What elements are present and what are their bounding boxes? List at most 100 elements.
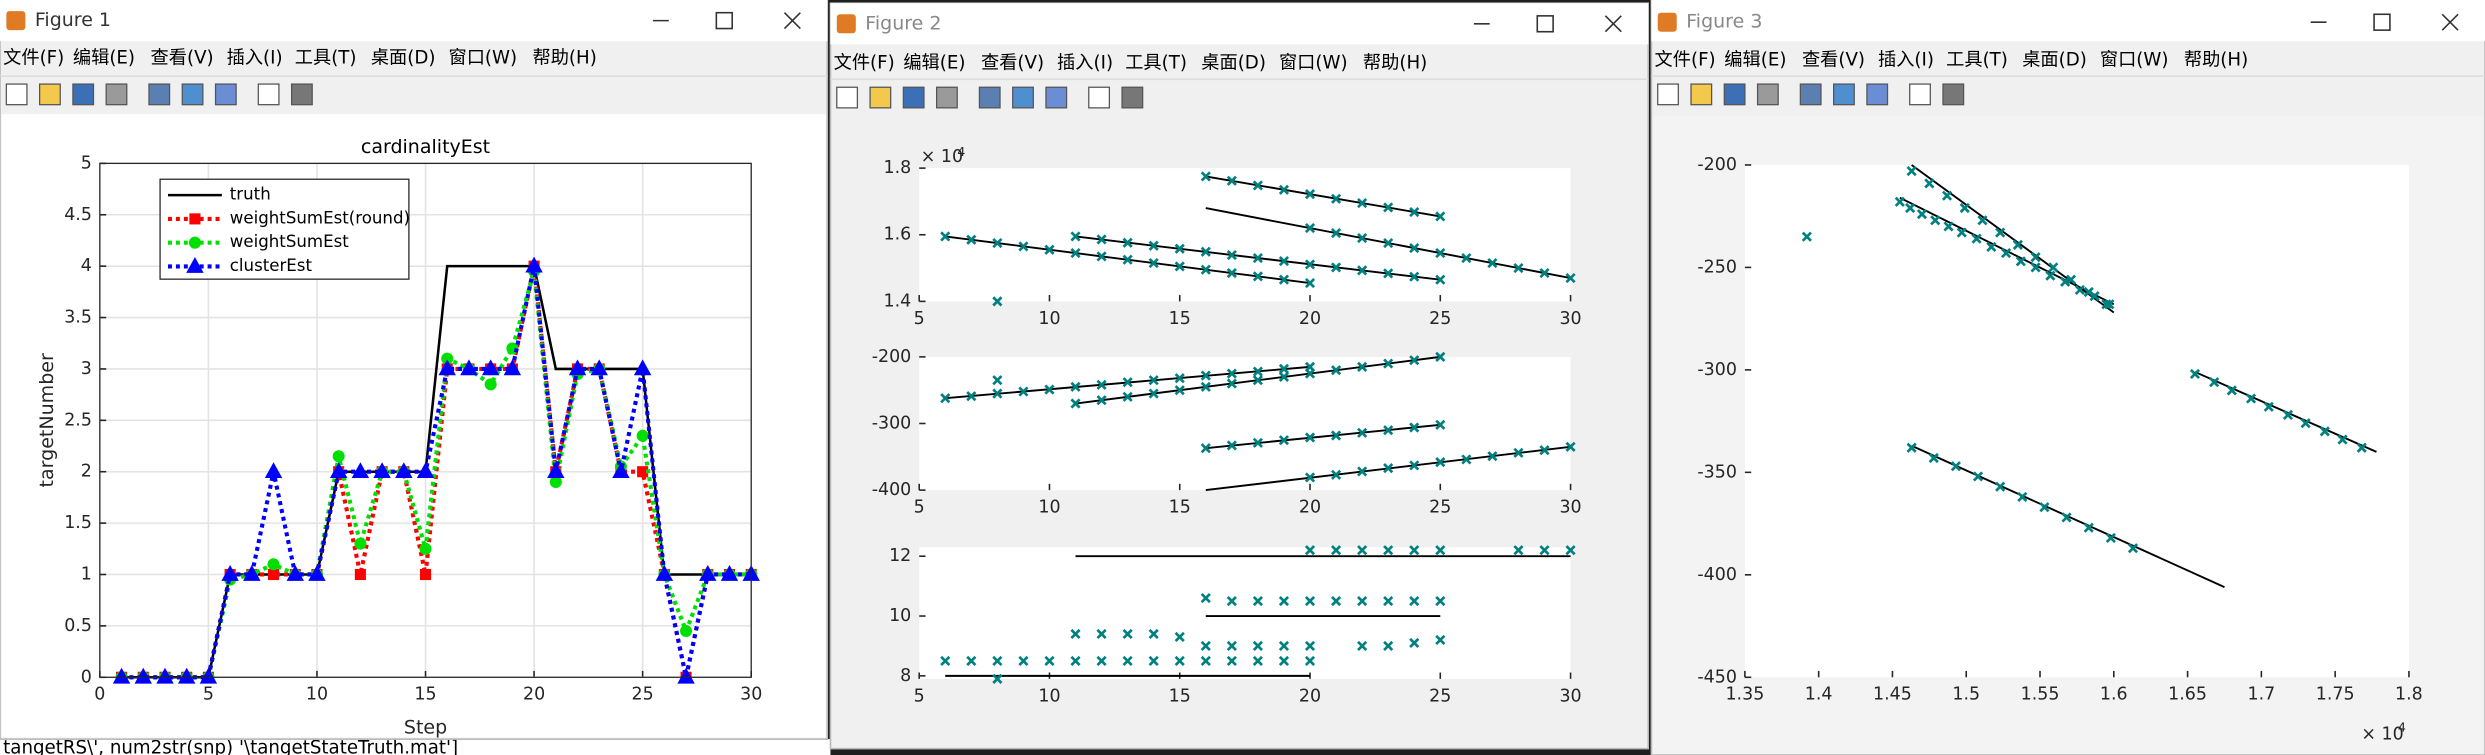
menu-item[interactable]: 窗口(W): [2100, 49, 2169, 70]
menu-item[interactable]: 编辑(E): [73, 48, 135, 69]
y-tick-label: 8: [900, 666, 911, 686]
menu-item[interactable]: 窗口(W): [1279, 52, 1348, 73]
x-tick-label: 30: [1559, 498, 1581, 518]
close-button[interactable]: [1604, 15, 1622, 33]
menu-item[interactable]: 插入(I): [1878, 49, 1934, 70]
scatter-point: [1409, 595, 1420, 607]
maximize-button[interactable]: [715, 11, 733, 30]
toolbar-button[interactable]: [1657, 83, 1679, 106]
x-tick-label: 20: [1299, 686, 1321, 706]
toolbar-button[interactable]: [72, 83, 95, 106]
menu-item[interactable]: 编辑(E): [903, 52, 965, 73]
maximize-button[interactable]: [2373, 13, 2391, 31]
toolbar-button[interactable]: [978, 86, 1001, 109]
toolbar-button[interactable]: [1012, 86, 1034, 109]
toolbar-button[interactable]: [1942, 83, 1965, 106]
y-tick-label: 10: [889, 606, 911, 626]
toolbar-button[interactable]: [181, 83, 204, 106]
scatter-point: [1357, 361, 1368, 372]
toolbar-button[interactable]: [935, 86, 958, 109]
scatter-point: [1044, 384, 1055, 395]
scatter-point: [1906, 166, 1917, 177]
toolbar-button[interactable]: [1756, 83, 1779, 106]
scatter-point: [1174, 243, 1185, 254]
menu-item[interactable]: 窗口(W): [449, 48, 518, 69]
menu-item[interactable]: 帮助(H): [1363, 52, 1427, 73]
menu-item[interactable]: 工具(T): [1125, 52, 1187, 73]
menu-item[interactable]: 查看(V): [151, 48, 214, 69]
toolbar-button[interactable]: [1833, 83, 1855, 106]
scatter-point: [2300, 418, 2311, 429]
toolbar-button[interactable]: [836, 86, 859, 109]
close-button[interactable]: [783, 12, 801, 30]
menu-item[interactable]: 帮助(H): [533, 48, 597, 69]
menu-item[interactable]: 桌面(D): [1201, 52, 1266, 73]
scatter-point: [1304, 655, 1316, 666]
scatter-point: [1409, 271, 1420, 282]
toolbar-button[interactable]: [105, 83, 128, 106]
menu-item[interactable]: 工具(T): [1946, 49, 2008, 70]
toolbar-button[interactable]: [1866, 83, 1889, 106]
scatter-point: [1252, 366, 1263, 377]
scatter-point: [1252, 595, 1263, 607]
x-multiplier-power: 4: [2398, 720, 2406, 735]
menu-item[interactable]: 文件(F): [834, 52, 895, 73]
toolbar-button[interactable]: [1088, 86, 1111, 109]
menu-item[interactable]: 插入(I): [227, 48, 283, 69]
toolbar-button[interactable]: [5, 83, 28, 106]
toolbar-button[interactable]: [1121, 86, 1144, 109]
toolbar-button[interactable]: [869, 86, 892, 109]
x-tick-label: 5: [203, 685, 214, 705]
toolbar-button[interactable]: [1045, 86, 1068, 109]
menu-item[interactable]: 桌面(D): [371, 48, 436, 69]
scatter-point: [1304, 277, 1316, 289]
scatter-point: [1357, 198, 1368, 209]
scatter-point: [1956, 227, 1967, 238]
data-marker: [568, 359, 587, 376]
axes: 5 10 15 20 25 30 1.4 1.6 1.8 × 104: [884, 144, 1582, 329]
scatter-point: [1070, 381, 1081, 392]
toolbar-button[interactable]: [1690, 83, 1713, 106]
scatter-point: [1565, 441, 1576, 452]
menu-item[interactable]: 插入(I): [1057, 52, 1113, 73]
menu-item[interactable]: 帮助(H): [2184, 49, 2248, 70]
toolbar-button[interactable]: [1723, 83, 1746, 106]
toolbar-button[interactable]: [148, 83, 171, 106]
x-tick-label: 1.6: [2100, 685, 2128, 705]
x-tick-label: 1.8: [2395, 685, 2423, 705]
scatter-point: [1539, 267, 1550, 279]
menu-item[interactable]: 查看(V): [981, 52, 1044, 73]
maximize-button[interactable]: [1536, 15, 1554, 33]
toolbar-button[interactable]: [214, 83, 237, 106]
scatter-point: [1122, 391, 1133, 402]
menu-item[interactable]: 文件(F): [1655, 49, 1716, 70]
data-marker: [112, 667, 131, 684]
toolbar-button[interactable]: [38, 83, 61, 106]
scatter-point: [1252, 375, 1263, 386]
close-button[interactable]: [2441, 13, 2459, 31]
toolbar-button[interactable]: [257, 83, 280, 106]
scatter-point: [2209, 377, 2220, 388]
toolbar-button[interactable]: [902, 86, 925, 109]
scatter-point: [1435, 351, 1446, 362]
scatter-point: [1513, 545, 1524, 556]
x-tick-label: 5: [914, 309, 925, 329]
menu-item[interactable]: 桌面(D): [2022, 49, 2087, 70]
menu-item[interactable]: 编辑(E): [1724, 49, 1786, 70]
scatter-point: [1018, 241, 1029, 252]
menu-item[interactable]: 查看(V): [1802, 49, 1865, 70]
data-marker: [134, 667, 152, 684]
scatter-point: [1226, 175, 1237, 186]
plot-background: [919, 547, 1571, 679]
menu-item[interactable]: 工具(T): [295, 48, 357, 69]
menu-item[interactable]: 文件(F): [3, 48, 64, 69]
scatter-point: [1200, 640, 1211, 652]
scatter-point: [966, 391, 977, 402]
scatter-point: [1357, 265, 1368, 276]
x-tick-label: 0: [94, 685, 105, 705]
scatter-point: [1977, 215, 1988, 226]
toolbar-button[interactable]: [1799, 83, 1822, 106]
y-tick-label: 12: [889, 546, 911, 566]
toolbar-button[interactable]: [290, 83, 313, 106]
toolbar-button[interactable]: [1909, 83, 1931, 106]
